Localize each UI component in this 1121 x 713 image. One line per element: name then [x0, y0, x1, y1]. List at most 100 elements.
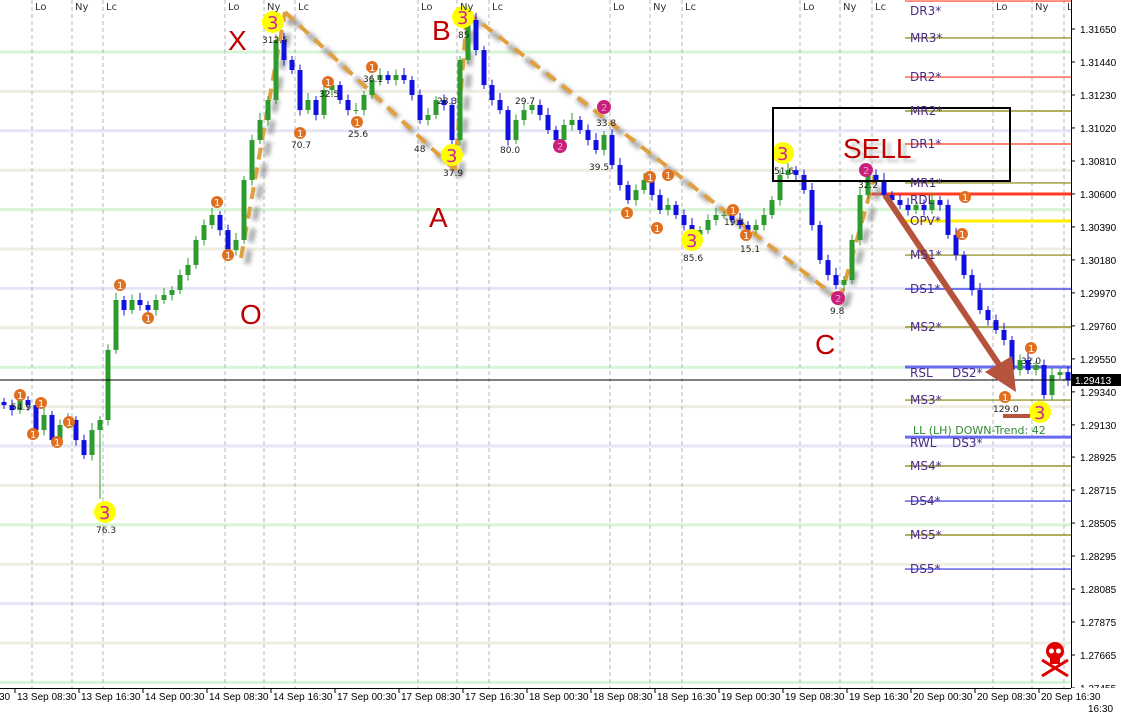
price-tick-label: 1.28085	[1080, 585, 1117, 596]
candle	[873, 169, 879, 186]
candle-body	[417, 94, 423, 120]
candle-body	[337, 85, 343, 101]
candle-body	[681, 214, 687, 226]
marker-value: 25.6	[348, 130, 368, 140]
marker-value: 15.1	[740, 245, 760, 255]
marker-value: 48	[414, 145, 426, 155]
marker-circle	[63, 416, 75, 428]
marker-value: 80.0	[500, 146, 520, 156]
candle	[249, 134, 255, 186]
marker-number: 1	[962, 193, 968, 204]
candle	[785, 162, 791, 179]
candle	[201, 219, 207, 246]
candle-body	[585, 130, 591, 141]
session-label-lo: Lo	[421, 2, 433, 13]
candle	[1001, 322, 1007, 346]
marker-value: 29.7	[515, 97, 535, 107]
marker-circle	[859, 163, 873, 177]
candle-body	[801, 174, 807, 191]
pivot-labels: DR3* MR3* DR2* MR2* DR1* MR1* RDL OPV* MS1* DS1* M…	[910, 4, 983, 576]
candle	[9, 399, 15, 416]
marker-circle	[956, 228, 968, 240]
candle-body	[137, 299, 143, 306]
marker-number: 1	[297, 129, 303, 140]
swing-marker-1: 1	[322, 76, 334, 89]
candle-body	[545, 114, 551, 131]
candle-body	[729, 214, 735, 221]
marker-number: 3	[686, 231, 697, 252]
candle-body	[265, 100, 271, 120]
candle-body	[305, 100, 311, 111]
marker-number: 1	[354, 118, 360, 129]
candle-body	[993, 320, 999, 330]
candle-body	[409, 80, 415, 95]
candle	[233, 232, 239, 256]
point-x-label: X	[228, 25, 247, 56]
swing-marker-1: 1	[142, 312, 154, 325]
candle-body	[617, 165, 623, 185]
skull-crossbones-icon	[1041, 642, 1069, 678]
candle	[257, 112, 263, 144]
candle-body	[441, 100, 447, 106]
candle	[969, 269, 975, 296]
candle-body	[633, 190, 639, 201]
swing-marker-2: 2	[859, 163, 873, 177]
session-label-lo: Lo	[803, 2, 815, 13]
candle-body	[625, 184, 631, 201]
marker-number: 3	[457, 8, 468, 29]
candle-body	[1025, 359, 1031, 371]
candle	[777, 169, 783, 206]
candle-body	[905, 204, 911, 210]
price-tick-label: 1.30180	[1080, 256, 1117, 267]
candle	[449, 97, 455, 144]
session-label-ny: Ny	[460, 2, 473, 13]
marker-circle	[644, 171, 656, 183]
marker-value: 85	[458, 31, 469, 41]
marker-number: 1	[214, 198, 220, 209]
candle-body	[201, 225, 207, 240]
marker-circle	[211, 196, 223, 208]
marker-number: 1	[38, 399, 44, 410]
candle	[369, 74, 375, 99]
candle	[401, 67, 407, 84]
swing-marker-1: 1	[211, 196, 223, 209]
candle-body	[721, 214, 727, 216]
marker-number: 1	[117, 281, 123, 292]
candle-body	[89, 430, 95, 456]
candle-body	[705, 220, 711, 231]
candle	[177, 269, 183, 295]
candle	[857, 187, 863, 246]
marker-circle	[114, 279, 126, 291]
price-tick-label: 1.28925	[1080, 453, 1117, 464]
pivot-label: MS4*	[910, 459, 942, 473]
candle	[169, 286, 175, 301]
pivot-label: DS1*	[910, 282, 941, 296]
pivot-label: MR3*	[910, 31, 942, 45]
marker-circle	[14, 389, 26, 401]
candle	[721, 211, 727, 219]
candle-body	[601, 135, 607, 150]
candle-body	[841, 280, 847, 286]
marker-number: 2	[863, 166, 869, 177]
candle	[609, 129, 615, 169]
marker-circle	[94, 501, 116, 523]
candle	[809, 182, 815, 231]
candle-body	[129, 299, 135, 311]
swing-marker-3: 3	[681, 229, 703, 252]
marker-circle	[262, 11, 284, 33]
candle-body	[361, 94, 367, 111]
candle	[81, 434, 87, 459]
candle	[1065, 366, 1071, 386]
pivot-label: MS2*	[910, 320, 942, 334]
candle	[377, 67, 383, 86]
candle-body	[249, 140, 255, 180]
candle	[289, 56, 295, 74]
candle	[769, 196, 775, 219]
swing-marker-1: 1	[740, 229, 752, 242]
session-label-ny: Ny	[75, 2, 88, 13]
swing-marker-1: 1	[35, 397, 47, 410]
candle-body	[593, 140, 599, 150]
time-axis[interactable]: 13 Sep 08:30 13 Sep 16:30 14 Sep 00:30 14 S…	[14, 688, 1101, 703]
candle-body	[969, 275, 975, 291]
